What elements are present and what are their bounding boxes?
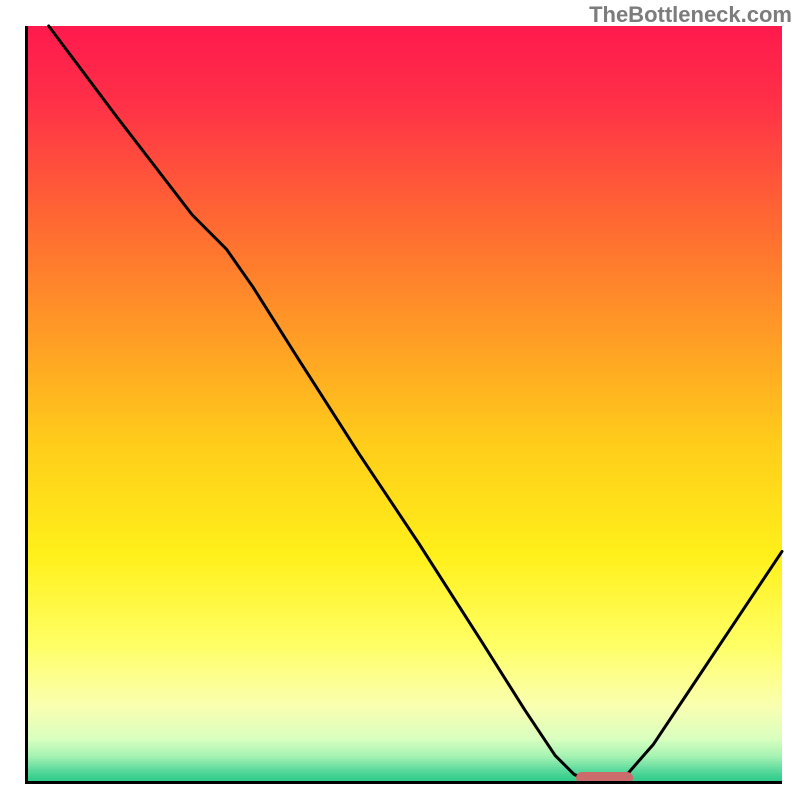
x-axis-line: [25, 781, 783, 784]
plot-area: [26, 26, 782, 782]
watermark-text: TheBottleneck.com: [589, 2, 792, 28]
y-axis-line: [25, 26, 28, 782]
chart-container: TheBottleneck.com: [0, 0, 800, 800]
bottleneck-curve: [26, 26, 782, 782]
